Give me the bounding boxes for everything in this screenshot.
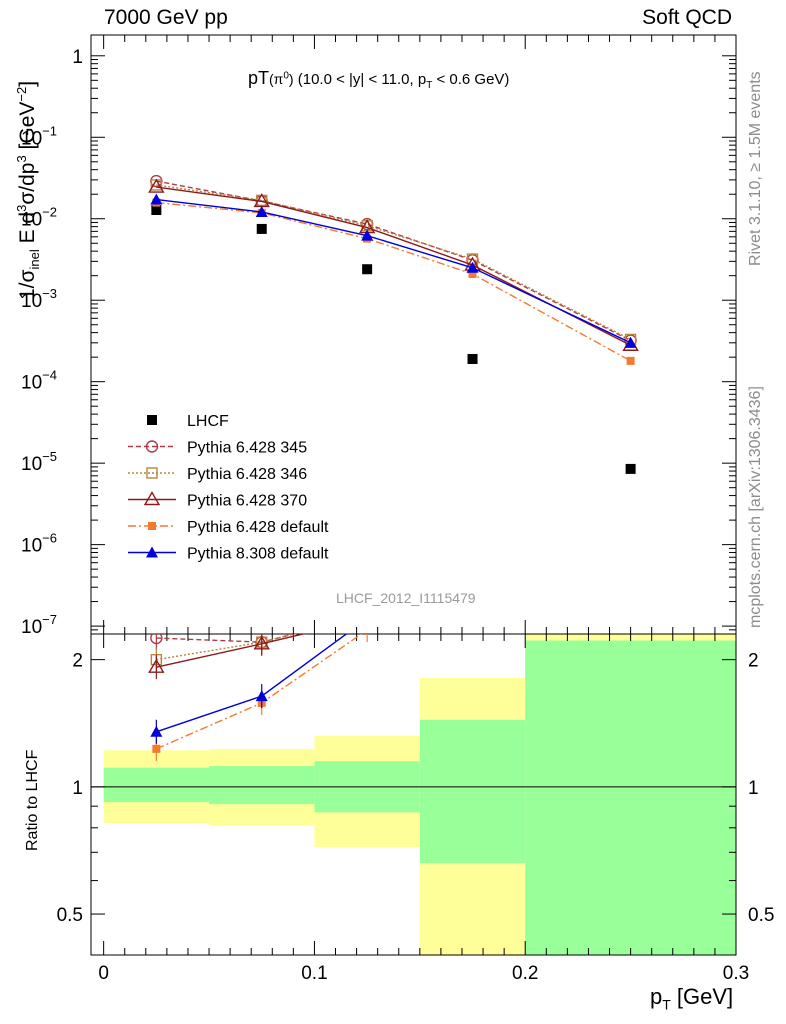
point-lhcf	[625, 463, 636, 474]
legend-label-p370: Pythia 6.428 370	[187, 493, 307, 510]
top-ytick-exp: −1	[42, 123, 57, 138]
top-ytick-label: 10−3	[21, 286, 57, 312]
point-p6def	[468, 269, 477, 278]
point-p370	[148, 178, 165, 193]
legend-label-p346: Pythia 6.428 346	[187, 466, 307, 483]
point-p8def	[624, 336, 637, 348]
top-ytick-exp: −2	[42, 205, 57, 220]
bottom-frame	[90, 633, 737, 956]
legend-marker-p8def	[146, 546, 158, 558]
ratio-point-p370	[360, 612, 374, 624]
ratio-ytick-label-right: 0.5	[748, 905, 774, 926]
x-axis: 0 0.1 0.2 0.3	[98, 35, 749, 984]
top-ytick-exp: −5	[42, 449, 57, 464]
legend-label-lhcf: LHCF	[187, 413, 229, 430]
ratio-ytick-label: 1	[72, 778, 83, 799]
x-tick-label: 0.3	[723, 963, 749, 984]
top-ytick-label: 10−7	[21, 612, 57, 638]
point-p8def	[466, 261, 479, 273]
band-inner-0	[103, 767, 210, 803]
legend-marker-p345	[145, 440, 159, 453]
top-frame	[90, 34, 737, 635]
top-ytick-exp: −6	[42, 531, 57, 546]
ratio-ytick-label: 2	[72, 651, 83, 672]
legend-label-p8def: Pythia 8.308 default	[187, 546, 329, 563]
ratio-point-p345	[362, 610, 373, 621]
x-tick-label: 0	[98, 963, 109, 984]
point-lhcf	[362, 264, 373, 275]
top-ytick-label: 10−1	[21, 123, 57, 149]
series-line-p8def	[156, 198, 631, 344]
ratio-point-p370	[148, 658, 165, 673]
ratio-ytick-label-right: 2	[748, 651, 759, 672]
top-ytick-label: 10−2	[21, 205, 57, 231]
band-inner-4	[525, 640, 736, 955]
legend-marker-p6def	[148, 522, 156, 530]
series-line-p345	[156, 180, 631, 342]
ratio-point-p346	[362, 610, 372, 620]
top-ytick-label: 10−6	[21, 531, 57, 557]
top-ytick-label: 1	[72, 47, 83, 68]
legend-marker-p346	[146, 467, 158, 479]
point-lhcf	[151, 205, 162, 216]
x-tick-label: 0.2	[512, 963, 538, 984]
legend-marker-p370	[143, 491, 161, 506]
top-series	[148, 174, 639, 474]
x-tick-label: 0.1	[301, 963, 327, 984]
ratio-point-p6def	[363, 634, 372, 635]
point-p8def	[255, 205, 268, 217]
band-inner-3	[419, 719, 526, 864]
legend: LHCF Pythia 6.428 345 Pythia 6.428 346 Pyth…	[128, 413, 329, 563]
x-axis-label: pT [GeV]	[650, 984, 734, 1013]
ratio-point-p6def	[152, 744, 161, 753]
series-line-p6def	[156, 201, 631, 362]
top-ytick-exp: −7	[42, 612, 57, 627]
ratio-point-p8def	[150, 725, 163, 737]
ratio-point-p8def	[361, 613, 373, 624]
top-ytick-exp: −4	[42, 368, 57, 383]
top-ytick-label: 10−4	[21, 368, 57, 394]
legend-label-p6def: Pythia 6.428 default	[187, 519, 329, 536]
ratio-point-p345	[150, 634, 163, 645]
ratio-bands	[103, 634, 736, 955]
header-right: Soft QCD	[642, 6, 732, 29]
point-lhcf	[467, 353, 478, 364]
band-inner-1	[209, 766, 315, 805]
point-p8def	[150, 193, 163, 205]
legend-marker-lhcf	[147, 415, 157, 425]
ratio-ytick-label-right: 1	[748, 778, 759, 799]
series-line-p346	[156, 184, 631, 341]
plot-title: pT(π0) (10.0 < |y| < 11.0, pT < 0.6 GeV)	[248, 68, 510, 91]
point-lhcf	[256, 223, 267, 234]
ratio-y-axis: 0.5 0.5 1 1 2 2	[57, 651, 774, 956]
top-ytick-label: 10−5	[21, 449, 57, 475]
point-p8def	[361, 229, 374, 241]
legend-label-p345: Pythia 6.428 345	[187, 440, 307, 457]
ratio-series	[148, 610, 374, 761]
series-line-p370	[156, 186, 631, 346]
header-left: 7000 GeV pp	[104, 6, 228, 29]
analysis-watermark: LHCF_2012_I1115479	[336, 590, 476, 606]
ratio-point-p370	[253, 635, 270, 650]
ratio-point-p8def	[255, 690, 268, 702]
point-p6def	[626, 356, 635, 365]
top-ytick-exp: −3	[42, 286, 57, 301]
ratio-ytick-label: 0.5	[57, 905, 83, 926]
